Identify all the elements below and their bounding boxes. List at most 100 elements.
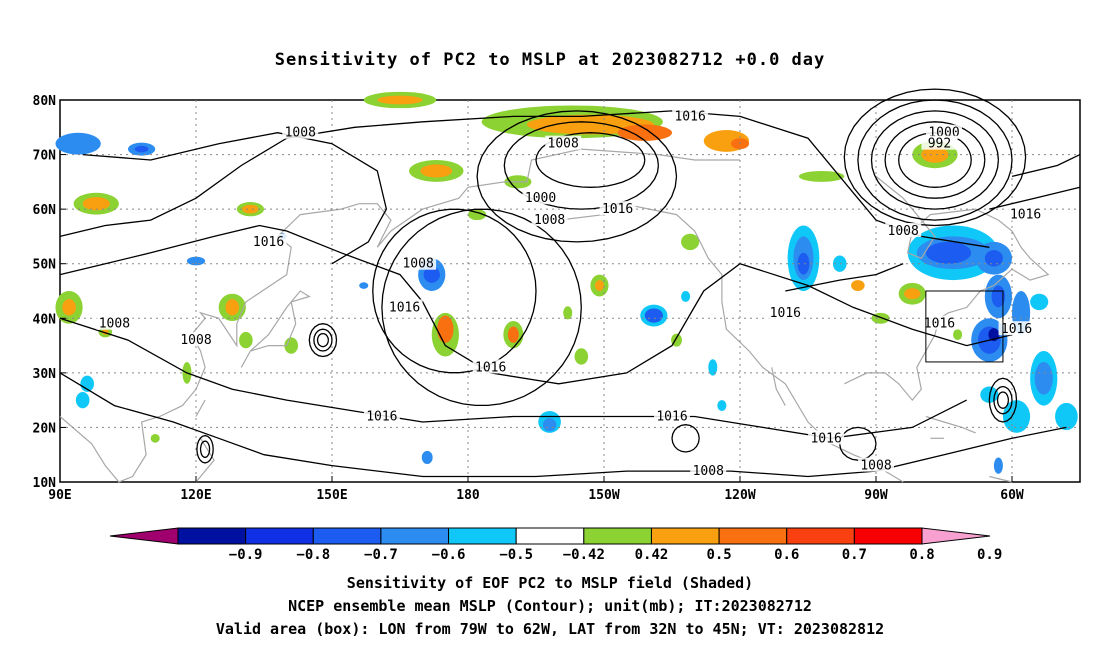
lat-tick-label: 10N: [33, 476, 57, 491]
colorbar-swatch: [853, 527, 923, 545]
coastline: [558, 203, 904, 483]
caption-valid-area: Valid area (box): LON from 79W to 62W, L…: [215, 620, 885, 638]
lon-tick-label: 120E: [180, 488, 211, 503]
sensitivity-blob: [377, 95, 423, 105]
coastline: [195, 399, 206, 417]
contour-label: 1016: [602, 202, 633, 217]
mslp-contour: [316, 332, 330, 348]
contour-label-bg: [599, 201, 636, 216]
sensitivity-blob: [594, 280, 604, 291]
colorbar-swatch: [786, 527, 855, 545]
contour-label-bg: [690, 463, 727, 478]
sensitivity-blob: [925, 241, 972, 264]
lon-tick-label: 180: [456, 488, 480, 503]
sensitivity-blob: [186, 256, 206, 266]
lat-tick-label: 80N: [33, 94, 57, 109]
colorbar-swatch: [245, 527, 314, 545]
mslp-contour: [313, 328, 333, 352]
map-title: Sensitivity of PC2 to MSLP at 2023082712…: [274, 50, 826, 70]
mslp-contour: [857, 99, 1013, 221]
contour-label-bg: [1007, 206, 1044, 221]
sensitivity-blob: [717, 400, 727, 412]
lat-tick-label: 70N: [33, 149, 57, 164]
sensitivity-blob: [563, 306, 573, 320]
coastline: [925, 415, 976, 434]
contour-label: 1008: [860, 459, 891, 474]
contour-label: 1016: [253, 235, 284, 250]
mslp-contour: [785, 263, 904, 292]
contour-label-bg: [858, 457, 894, 472]
sensitivity-blob: [1034, 361, 1053, 395]
contour-label: 1008: [888, 224, 919, 239]
sensitivity-blob: [921, 146, 949, 163]
contour-label: 1008: [534, 213, 565, 228]
contour-label: 1016: [475, 360, 506, 375]
colorbar-swatch: [718, 527, 788, 545]
contour-label-bg: [250, 233, 287, 248]
sensitivity-blob: [953, 329, 963, 341]
lon-tick-label: 90E: [48, 488, 71, 503]
contour-label-bg: [654, 408, 690, 423]
contour-label-bg: [96, 315, 133, 330]
sensitivity-blob: [617, 124, 672, 141]
colorbar-label: −0.7: [364, 547, 398, 563]
contour-label: 1008: [99, 317, 130, 332]
contour-label-bg: [672, 108, 709, 123]
mslp-contour: [59, 372, 1067, 478]
contour-label-bg: [767, 304, 804, 319]
contour-label: 992: [928, 137, 951, 152]
contour-label-bg: [282, 124, 319, 139]
mslp-contour: [82, 132, 388, 265]
sensitivity-blob: [542, 418, 557, 432]
lat-tick-label: 20N: [33, 421, 57, 436]
sensitivity-blob: [82, 197, 110, 211]
contour-label-bg: [808, 430, 845, 445]
contour-label-bg: [545, 135, 582, 150]
coastline: [195, 437, 215, 483]
caption-shading: Sensitivity of EOF PC2 to MSLP field (Sh…: [346, 574, 754, 592]
contour-label-bg: [926, 124, 962, 139]
colorbar-label: 0.6: [774, 547, 799, 563]
contour-label-bg: [921, 315, 958, 330]
contour-label: 1016: [1001, 322, 1032, 337]
mslp-contour: [308, 323, 338, 358]
mslp-contour: [199, 440, 211, 459]
sensitivity-blob: [75, 391, 90, 409]
contour-label: 1016: [924, 317, 955, 332]
contour-label-bg: [531, 212, 568, 227]
contour-labels: 1016100810081000992100010081016101610161…: [96, 108, 1044, 479]
colorbar-swatch: [448, 527, 517, 545]
mslp-contour: [196, 434, 214, 464]
lon-tick-label: 150E: [316, 488, 347, 503]
colorbar-low-triangle: [109, 527, 179, 545]
colorbar-label: 0.9: [977, 547, 1002, 563]
sensitivity-blob: [359, 282, 369, 289]
sensitivity-blob: [150, 433, 160, 443]
lon-tick-label: 150W: [588, 488, 619, 503]
colorbar-swatch: [650, 527, 720, 545]
mslp-contour: [476, 110, 678, 243]
mslp-contour: [996, 391, 1010, 409]
contour-label: 1016: [810, 431, 841, 446]
coastline: [59, 148, 740, 483]
mslp-contour: [671, 424, 700, 453]
mslp-contour: [843, 88, 1027, 227]
sensitivity-blob: [421, 450, 433, 464]
contour-label-bg: [400, 255, 437, 270]
sensitivity-blob: [225, 299, 240, 316]
sensitivity-blob: [574, 348, 589, 365]
colorbar-label: 0.8: [909, 547, 934, 563]
valid-area-rect: [925, 290, 1004, 363]
sensitivity-blob: [832, 255, 847, 272]
sensitivity-blob: [904, 288, 921, 300]
colorbar-swatch: [177, 527, 247, 545]
sensitivity-blob: [1030, 293, 1049, 311]
mslp-contour: [993, 385, 1013, 415]
colorbar-label: 0.5: [706, 547, 731, 563]
sensitivity-blob: [437, 315, 454, 343]
sensitivity-blob: [851, 280, 865, 291]
contour-label: 1008: [180, 333, 211, 348]
sensitivity-blob: [644, 308, 663, 323]
colorbar-label: −0.6: [432, 547, 466, 563]
